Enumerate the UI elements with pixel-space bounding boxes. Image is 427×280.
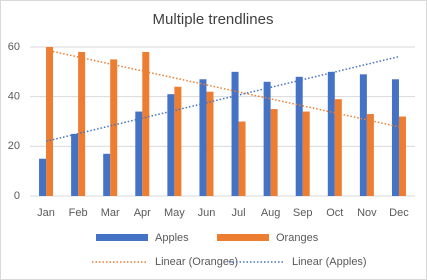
x-tick-label: Jul: [232, 207, 246, 219]
bar: [231, 71, 239, 196]
bar: [359, 74, 367, 196]
x-tick-label: Nov: [357, 207, 377, 219]
bar: [71, 133, 79, 196]
bar: [270, 109, 278, 196]
bar: [110, 59, 118, 196]
bar: [78, 51, 86, 196]
x-tick-label: Aug: [261, 207, 281, 219]
legend-label: Linear (Oranges): [155, 256, 238, 268]
trendline: [45, 55, 400, 143]
chart-title: Multiple trendlines: [153, 11, 274, 28]
x-tick-label: Sep: [293, 207, 313, 219]
legend-label: Apples: [155, 232, 189, 244]
legend-label: Linear (Apples): [292, 256, 367, 268]
bar: [135, 111, 143, 196]
y-tick-label: 20: [8, 140, 20, 152]
legend-swatch: [96, 234, 148, 241]
bar: [334, 99, 342, 196]
x-tick-label: Dec: [389, 207, 409, 219]
bar: [103, 153, 111, 196]
y-tick-label: 60: [8, 41, 20, 53]
bar: [391, 79, 399, 196]
y-tick-label: 40: [8, 91, 20, 103]
bar: [39, 158, 47, 196]
x-tick-label: Oct: [326, 207, 343, 219]
bar: [142, 51, 150, 196]
bar: [302, 111, 310, 196]
y-tick-label: 0: [14, 190, 20, 202]
x-tick-label: Jan: [37, 207, 55, 219]
bar: [398, 116, 406, 196]
legend-swatch: [217, 234, 269, 241]
legend-label: Oranges: [276, 232, 319, 244]
x-tick-label: Jun: [198, 207, 216, 219]
x-tick-label: May: [164, 207, 185, 219]
bar: [366, 114, 374, 196]
bar: [238, 121, 246, 196]
bar: [199, 79, 207, 196]
bar: [295, 76, 303, 196]
bar: [46, 47, 54, 196]
x-tick-label: Apr: [134, 207, 151, 219]
bar: [206, 91, 214, 196]
bar: [174, 86, 182, 196]
x-tick-label: Mar: [101, 207, 120, 219]
x-tick-label: Feb: [69, 207, 88, 219]
bar: [167, 94, 175, 196]
bar: [327, 71, 335, 196]
trendline: [45, 49, 400, 128]
bar: [263, 81, 271, 196]
